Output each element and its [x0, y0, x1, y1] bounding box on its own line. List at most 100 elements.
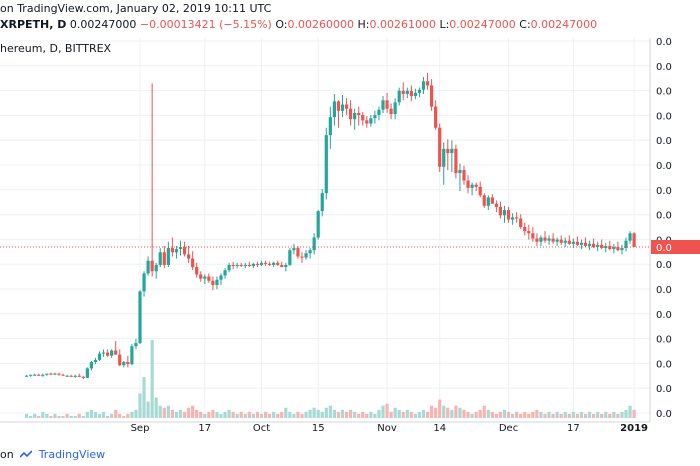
candle [434, 100, 438, 130]
volume-bar [421, 409, 426, 418]
volume-bar [409, 411, 413, 418]
time-axis[interactable]: Sep 17 Oct 15 Nov 14 Dec 17 2019 [0, 421, 650, 434]
candle-body [324, 135, 328, 194]
candle [389, 103, 393, 120]
candle [506, 206, 511, 223]
candle [162, 245, 166, 269]
candle-body [515, 217, 519, 219]
candle-body [628, 233, 632, 241]
x-tick-label: 14 [433, 423, 446, 434]
candle-body [219, 275, 223, 280]
volume-bar [328, 405, 332, 418]
candle-body [239, 264, 243, 266]
candle [328, 106, 332, 149]
footer-prefix: on [0, 448, 14, 461]
candle-body [29, 374, 33, 376]
change-value: −0.00013421 (−5.15%) [139, 18, 272, 31]
candle [296, 245, 300, 259]
candle [41, 373, 45, 377]
volume-bar [73, 415, 77, 418]
candle [369, 115, 373, 127]
candle [272, 261, 276, 268]
volume-bar [134, 409, 138, 418]
x-tick-label: 17 [567, 423, 580, 434]
candle-body [450, 148, 454, 154]
candle [158, 248, 162, 268]
volume-bar [268, 413, 272, 418]
volume-bar [340, 409, 345, 418]
candle [118, 349, 122, 367]
candle [49, 372, 53, 375]
candle-body [61, 374, 65, 376]
candle [150, 83, 154, 277]
candle [478, 181, 482, 198]
volume-bar [284, 407, 288, 418]
candle-body [284, 264, 288, 268]
volume-bar [498, 411, 503, 418]
price-axis[interactable]: 0.0 0.0 0.0 0.0 0.0 0.0 0.0 0.0 0.0 0.0 0.0 0.0 0.0 0… [649, 37, 672, 422]
candle-body [600, 244, 604, 249]
volume-bar [559, 413, 563, 418]
candle-body [425, 81, 430, 86]
volume-bars [25, 340, 636, 418]
candle [401, 82, 405, 101]
candle-body [409, 90, 413, 97]
candle-body [559, 239, 563, 243]
candle-body [421, 81, 426, 90]
volume-bar [191, 405, 195, 418]
candle-body [328, 117, 332, 136]
volume-bar [547, 411, 551, 418]
candle [462, 165, 466, 185]
candle [146, 256, 150, 276]
volume-bar [515, 411, 519, 418]
candle-body [195, 267, 199, 275]
candle-body [207, 276, 211, 281]
volume-bar [442, 405, 446, 418]
candle [231, 261, 235, 270]
candle-body [397, 90, 401, 103]
candle-body [506, 210, 511, 220]
volume-bar [300, 413, 304, 418]
candle-body [41, 374, 45, 376]
candle [195, 262, 199, 278]
volume-bar [25, 413, 29, 418]
candle [474, 182, 478, 192]
y-tick-label: 0.0 [656, 384, 672, 395]
candle-body [365, 120, 369, 124]
y-tick-label: 0.0 [656, 37, 672, 48]
chart-header: on TradingView.com, January 02, 2019 10:… [0, 0, 700, 38]
candle-body [543, 237, 547, 241]
candle [227, 262, 231, 273]
volume-bar [575, 413, 579, 418]
candle [207, 273, 211, 283]
volume-bar [122, 415, 126, 418]
candle [300, 252, 304, 263]
candle [324, 127, 328, 200]
brand[interactable]: on TradingView [0, 448, 105, 461]
volume-bar [101, 411, 106, 418]
candle [515, 212, 519, 223]
candle-body [33, 374, 37, 376]
candle [596, 241, 600, 252]
candle-body [73, 375, 77, 377]
candle [381, 96, 385, 113]
volume-bar [466, 411, 470, 418]
candle [349, 100, 353, 126]
candle-body [69, 375, 73, 377]
volume-bar [632, 409, 636, 418]
candle [547, 235, 551, 245]
y-tick-label: 0.0 [656, 87, 672, 98]
published-line: on TradingView.com, January 02, 2019 10:… [0, 2, 271, 15]
candle [430, 79, 434, 111]
candle-body [527, 231, 531, 234]
candle [535, 233, 539, 246]
volume-bar [174, 411, 179, 418]
footer: on TradingView [0, 444, 700, 466]
candle-body [377, 109, 381, 116]
volume-bar [434, 407, 438, 418]
x-tick-label: 17 [198, 423, 211, 434]
candle [211, 276, 215, 291]
candle [174, 245, 179, 259]
candle-body [417, 89, 422, 93]
